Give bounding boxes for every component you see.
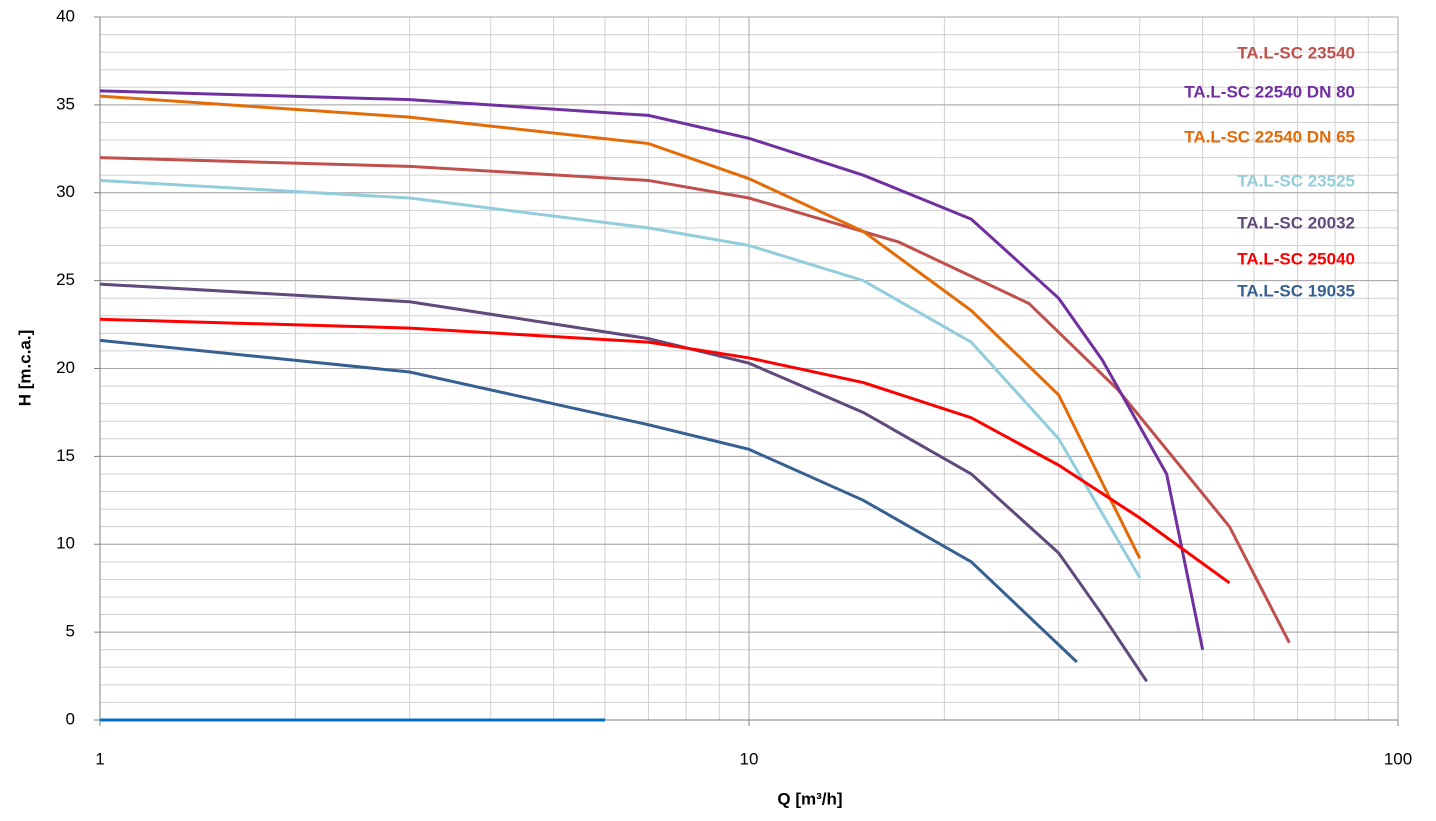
legend-entry: TA.L-SC 20032 <box>1237 213 1355 232</box>
y-tick-label: 0 <box>66 709 75 728</box>
x-axis-label: Q [m³/h] <box>777 789 842 808</box>
y-tick-label: 30 <box>56 182 75 201</box>
legend-entry: TA.L-SC 25040 <box>1237 249 1355 268</box>
y-tick-label: 10 <box>56 534 75 553</box>
legend-entry: TA.L-SC 22540 DN 80 <box>1184 82 1355 101</box>
y-tick-label: 40 <box>56 6 75 25</box>
curve <box>99 338 1078 664</box>
y-tick-label: 25 <box>56 270 75 289</box>
y-tick-label: 35 <box>56 94 75 113</box>
legend-entry: TA.L-SC 22540 DN 65 <box>1184 127 1355 146</box>
curve <box>99 282 1148 683</box>
x-tick-label: 100 <box>1384 749 1412 768</box>
legend-entry: TA.L-SC 19035 <box>1237 281 1355 300</box>
curve <box>99 89 1205 651</box>
y-tick-label: 5 <box>66 622 75 641</box>
legend-entry: TA.L-SC 23540 <box>1237 43 1355 62</box>
x-tick-label: 10 <box>740 749 759 768</box>
x-tick-label: 1 <box>95 749 104 768</box>
curve <box>99 156 1291 644</box>
y-axis-label: H [m.c.a.] <box>15 330 34 407</box>
legend-entry: TA.L-SC 23525 <box>1237 171 1355 190</box>
y-tick-label: 15 <box>56 446 75 465</box>
curve <box>99 178 1142 579</box>
y-tick-label: 20 <box>56 358 75 377</box>
curve <box>99 317 1231 585</box>
curve <box>99 94 1142 559</box>
